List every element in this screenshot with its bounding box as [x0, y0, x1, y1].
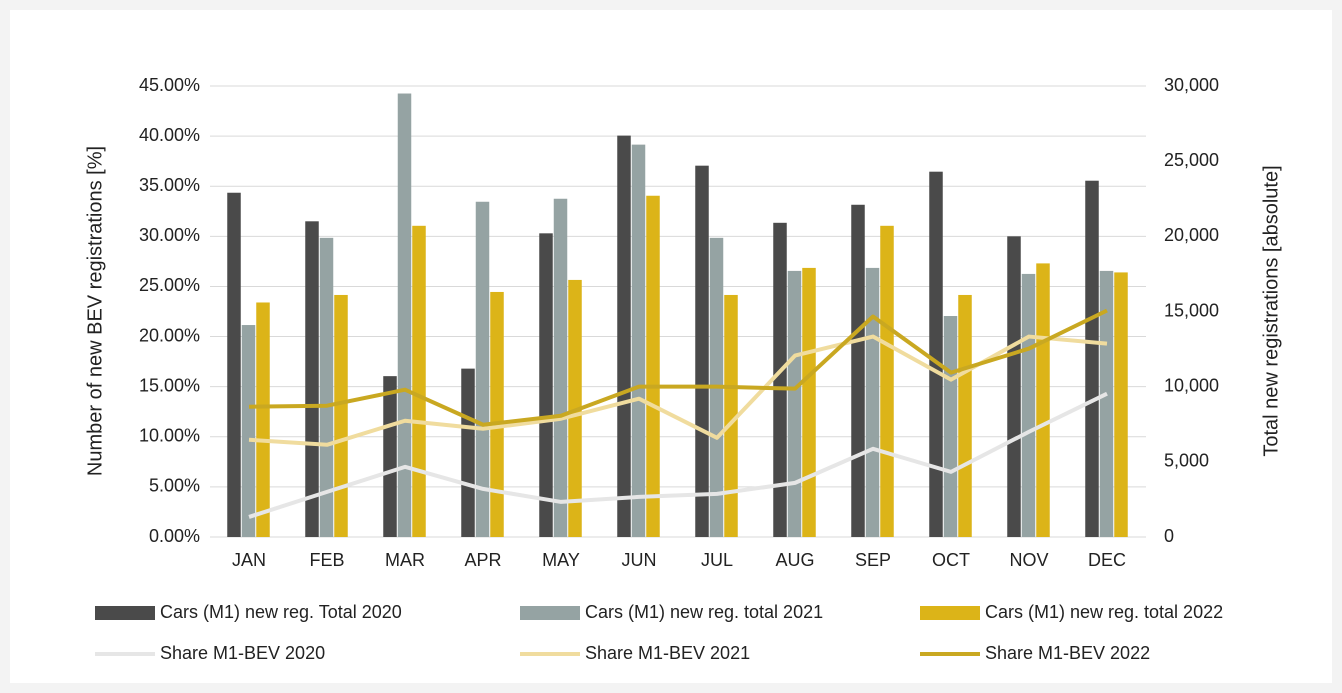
y-tick-label: 45.00% — [139, 75, 200, 95]
y2-tick-label: 10,000 — [1164, 375, 1219, 395]
bar — [1099, 270, 1114, 537]
bar — [631, 144, 646, 537]
legend-swatch — [520, 606, 580, 620]
bar — [319, 237, 334, 537]
bar — [787, 270, 802, 537]
bar — [724, 294, 738, 537]
bar — [383, 376, 397, 537]
bar — [227, 192, 241, 537]
line — [248, 334, 1108, 447]
x-tick-label: FEB — [309, 550, 344, 570]
y2-tick-label: 5,000 — [1164, 451, 1209, 471]
y-axis-title: Number of new BEV registrations [%] — [84, 146, 106, 476]
bar — [880, 225, 894, 537]
bar — [802, 267, 816, 537]
y-tick-label: 20.00% — [139, 325, 200, 345]
legend-swatch — [95, 606, 155, 620]
bar — [397, 93, 412, 538]
y2-tick-label: 25,000 — [1164, 150, 1219, 170]
y-tick-label: 10.00% — [139, 426, 200, 446]
y-tick-label: 40.00% — [139, 125, 200, 145]
bar — [241, 325, 256, 537]
y2-tick-label: 20,000 — [1164, 225, 1219, 245]
legend-label: Cars (M1) new reg. Total 2020 — [160, 602, 402, 622]
bar — [695, 165, 709, 537]
legend-swatch — [920, 606, 980, 620]
bar — [1085, 180, 1099, 537]
y-tick-label: 0.00% — [149, 526, 200, 546]
y-tick-label: 25.00% — [139, 275, 200, 295]
x-tick-label: AUG — [775, 550, 814, 570]
line — [248, 308, 1108, 427]
x-tick-label: APR — [464, 550, 501, 570]
bar — [851, 204, 865, 537]
bar — [475, 201, 490, 538]
bar — [865, 267, 880, 537]
legend-label: Share M1-BEV 2020 — [160, 643, 325, 663]
bar — [929, 171, 943, 537]
x-tick-label: OCT — [932, 550, 970, 570]
legend-label: Cars (M1) new reg. total 2021 — [585, 602, 823, 622]
bar — [1036, 263, 1050, 537]
y-tick-label: 30.00% — [139, 225, 200, 245]
bar — [617, 135, 631, 538]
bar — [1021, 273, 1036, 537]
bar — [646, 195, 660, 537]
y-tick-label: 5.00% — [149, 476, 200, 496]
bar — [539, 233, 553, 537]
y-tick-label: 15.00% — [139, 375, 200, 395]
bar — [553, 198, 568, 537]
legend-label: Share M1-BEV 2022 — [985, 643, 1150, 663]
y2-tick-label: 30,000 — [1164, 75, 1219, 95]
line — [248, 391, 1108, 519]
x-tick-label: JAN — [232, 550, 266, 570]
bar — [773, 222, 787, 537]
bar — [305, 221, 319, 538]
y-tick-label: 35.00% — [139, 175, 200, 195]
x-tick-label: DEC — [1088, 550, 1126, 570]
bar — [461, 368, 475, 537]
legend-label: Cars (M1) new reg. total 2022 — [985, 602, 1223, 622]
y2-tick-label: 15,000 — [1164, 300, 1219, 320]
bar — [943, 316, 958, 537]
x-tick-label: MAR — [385, 550, 425, 570]
x-tick-label: SEP — [855, 550, 891, 570]
bar — [334, 294, 348, 537]
bar — [1007, 236, 1021, 538]
bar — [1114, 272, 1128, 537]
x-tick-label: NOV — [1009, 550, 1048, 570]
bar — [490, 291, 504, 537]
x-tick-label: JUN — [622, 550, 657, 570]
bar — [256, 302, 270, 537]
x-tick-label: MAY — [542, 550, 580, 570]
y2-tick-label: 0 — [1164, 526, 1174, 546]
background — [10, 10, 1332, 683]
bar — [412, 225, 426, 537]
x-tick-label: JUL — [701, 550, 733, 570]
bar — [958, 294, 972, 537]
y2-axis-title: Total new registrations [absolute] — [1260, 165, 1282, 456]
legend-label: Share M1-BEV 2021 — [585, 643, 750, 663]
